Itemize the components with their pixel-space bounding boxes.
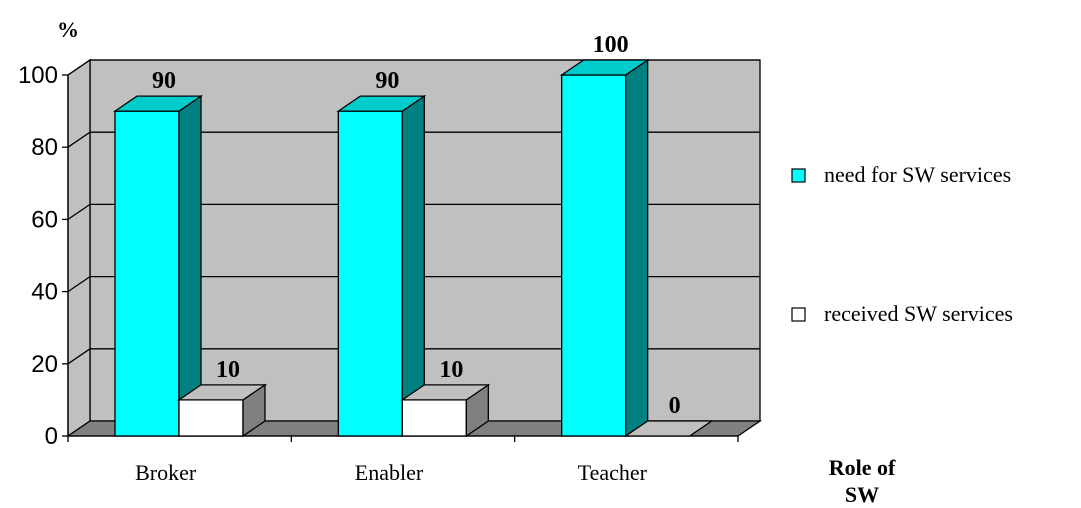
legend-label-need: need for SW services (824, 162, 1011, 187)
bars (112, 58, 714, 438)
grid-lines (67, 59, 760, 365)
gridline (67, 203, 760, 220)
bar-top (400, 384, 491, 401)
bar-top (559, 59, 650, 76)
gridline (67, 59, 760, 76)
legend-swatch-need (791, 168, 806, 183)
gridline (67, 348, 760, 365)
bar-side (178, 94, 202, 438)
gridline (67, 131, 760, 148)
x-axis-title-line-2: SW (845, 482, 879, 507)
tick-labels: 0 20 40 60 80 100 Broker Enabler Teacher (18, 62, 648, 485)
bar-front (561, 74, 627, 437)
y-tick-label: 60 (31, 206, 58, 233)
data-label: 90 (152, 68, 176, 94)
bar-top (336, 95, 427, 112)
y-axis-title: % (57, 17, 79, 42)
data-label: 10 (216, 357, 240, 383)
legend: need for SW services received SW service… (791, 162, 1013, 326)
x-axis-title-line-1: Role of (829, 455, 896, 480)
gridline (67, 275, 760, 293)
bar-top (176, 384, 268, 401)
x-tick-label: Broker (135, 460, 197, 485)
bar-front (401, 399, 467, 437)
data-label: 100 (593, 32, 629, 58)
y-tick-label: 100 (18, 62, 58, 89)
data-labels: 90 10 90 10 100 0 (152, 32, 681, 419)
bar-top (112, 95, 204, 112)
y-tick-label: 40 (31, 279, 58, 306)
y-tick-label: 80 (31, 134, 58, 161)
y-tick-label: 0 (45, 423, 58, 450)
data-label: 90 (375, 68, 399, 94)
legend-label-received: received SW services (824, 301, 1013, 326)
data-label: 10 (439, 357, 463, 383)
bar-side (401, 94, 425, 438)
bar-top (623, 420, 714, 437)
bar-side (625, 58, 649, 438)
side-wall (67, 58, 91, 438)
x-tick-label: Enabler (355, 460, 424, 485)
bar-front (114, 110, 180, 437)
data-label: 0 (669, 393, 681, 419)
x-tick-label: Teacher (578, 460, 648, 485)
y-tick-label: 20 (31, 351, 58, 378)
legend-swatch-received (791, 307, 806, 322)
bar-front (337, 110, 403, 437)
bar-front (178, 399, 244, 437)
